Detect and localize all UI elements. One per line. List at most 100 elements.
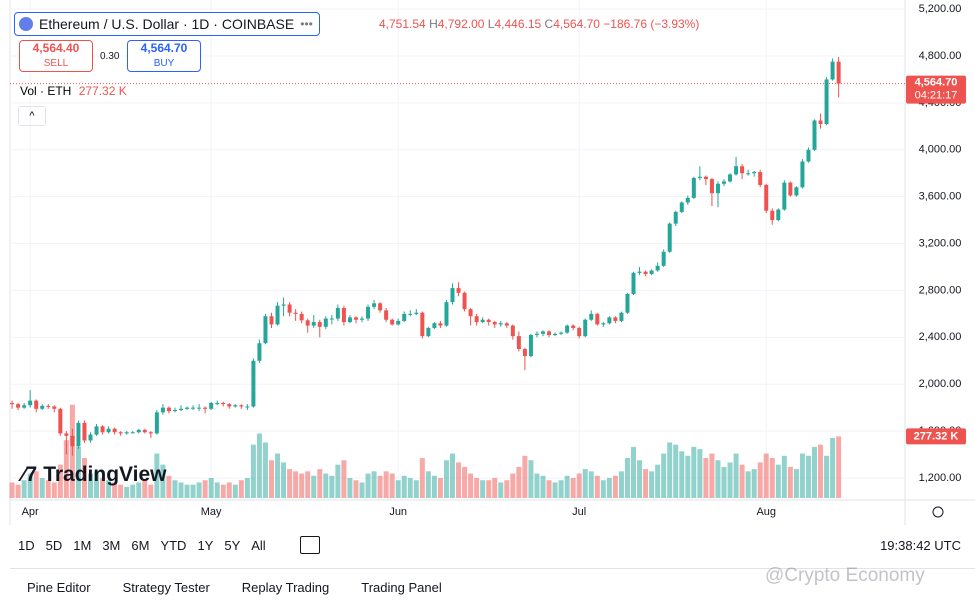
collapse-button[interactable]: ^ [18, 106, 46, 126]
volume-bar [287, 469, 293, 498]
candle-body [685, 197, 690, 203]
volume-bar [558, 480, 564, 498]
volume-bar [456, 462, 462, 498]
volume-bar [154, 453, 160, 498]
more[interactable]: ••• [300, 17, 313, 31]
volume-bar [63, 440, 69, 498]
candle-body [607, 317, 612, 324]
volume-bar [190, 484, 196, 498]
volume-bar [371, 471, 377, 498]
volume-bar [775, 464, 781, 498]
candle-body [553, 333, 558, 335]
volume-bar [269, 460, 274, 498]
volume-bar [534, 473, 540, 498]
panel-tab[interactable]: Replay Trading [241, 580, 330, 595]
sell-label: SELL [43, 58, 69, 69]
candle-body [317, 322, 322, 327]
volume-pane [9, 404, 842, 498]
range-button[interactable]: 1M [73, 538, 92, 553]
volume-bar [793, 469, 799, 498]
candle-body [378, 303, 383, 311]
ohlc-change: −186.76 (−3.93%) [603, 17, 700, 31]
candle-body [384, 310, 389, 320]
volume-bar [341, 460, 347, 498]
range-button[interactable]: 1Y [197, 538, 214, 553]
candle-body [160, 407, 165, 413]
candle-body [728, 174, 733, 182]
volume-bar [33, 471, 39, 498]
panel-tab[interactable]: Trading Panel [361, 580, 442, 595]
panel-tab[interactable]: Pine Editor [27, 580, 91, 595]
ohlc-high: 4,792.00 [437, 17, 485, 31]
volume-bar [250, 444, 256, 498]
candle-body [52, 406, 57, 409]
volume-bar [75, 446, 81, 498]
volume-bar [751, 469, 757, 498]
volume-bar [757, 462, 763, 498]
volume-badge-label: 277.32 K [914, 430, 959, 442]
volume-bar [359, 482, 365, 498]
settings-icon[interactable] [932, 506, 944, 518]
candle-body [124, 432, 129, 434]
sell-button[interactable]: 4,564.40 SELL [19, 40, 93, 72]
buy-label: BUY [153, 58, 175, 69]
candles [10, 56, 841, 456]
volume-bar [226, 482, 232, 498]
range-button[interactable]: 5D [45, 538, 63, 553]
volume-bar [335, 464, 341, 498]
symbol-box[interactable]: Ethereum / U.S. Dollar · 1D · COINBASE •… [14, 12, 320, 36]
range-button[interactable]: 6M [131, 538, 150, 553]
candle-body [818, 120, 823, 125]
volume-bar [661, 453, 667, 498]
range-button[interactable]: 3M [102, 538, 121, 553]
candle-body [420, 312, 425, 337]
candle-body [782, 182, 787, 210]
volume-bar [305, 471, 311, 498]
volume-bar [691, 446, 697, 498]
candle-body [353, 317, 358, 320]
volume-bar [178, 482, 184, 498]
buy-button[interactable]: 4,564.70 BUY [127, 40, 201, 72]
volume-bar [214, 482, 220, 498]
candle-body [34, 400, 39, 409]
volume-bar [9, 482, 15, 498]
volume-bar [830, 438, 836, 498]
volume-bar [546, 480, 552, 498]
candle-body [764, 184, 769, 211]
range-button[interactable]: 5Y [224, 538, 241, 553]
eth-icon [19, 17, 33, 31]
candle-body [776, 209, 781, 221]
volume-bar [612, 475, 618, 498]
volume-bar [100, 478, 106, 498]
volume-bar [685, 455, 691, 498]
volume-bar [395, 480, 401, 498]
range-button[interactable]: YTD [160, 538, 187, 553]
symbol: Ethereum / U.S. Dollar · 1D · COINBASE [39, 16, 295, 32]
axes: 1,200.001,600.002,000.002,400.002,800.00… [10, 3, 966, 518]
candle-body [293, 312, 298, 314]
ohlc-l-label: L [487, 17, 495, 31]
volume-bar [818, 444, 824, 498]
candle-body [166, 407, 171, 412]
volume-bar [733, 453, 739, 498]
volume-bar [419, 458, 425, 498]
candle-body [462, 292, 467, 310]
clock: 19:38:42 UTC [880, 538, 961, 553]
candle-body [571, 325, 576, 328]
volume-bar [637, 460, 643, 498]
candle-body [788, 182, 793, 196]
candle-body [601, 323, 606, 325]
volume-bar [697, 449, 703, 498]
candle-body [740, 166, 745, 174]
candle-body [522, 349, 527, 357]
x-tick-label: Apr [22, 506, 39, 518]
panel-tab[interactable]: Strategy Tester [122, 580, 210, 595]
range-button[interactable]: All [251, 538, 266, 553]
volume-bar [293, 471, 299, 498]
ohlc-h-label: H [429, 17, 438, 31]
candle-body [565, 325, 570, 333]
range-button[interactable]: 1D [18, 538, 35, 553]
date-range-icon[interactable] [300, 536, 320, 554]
candle-body [287, 304, 292, 313]
volume-bar [450, 453, 455, 498]
